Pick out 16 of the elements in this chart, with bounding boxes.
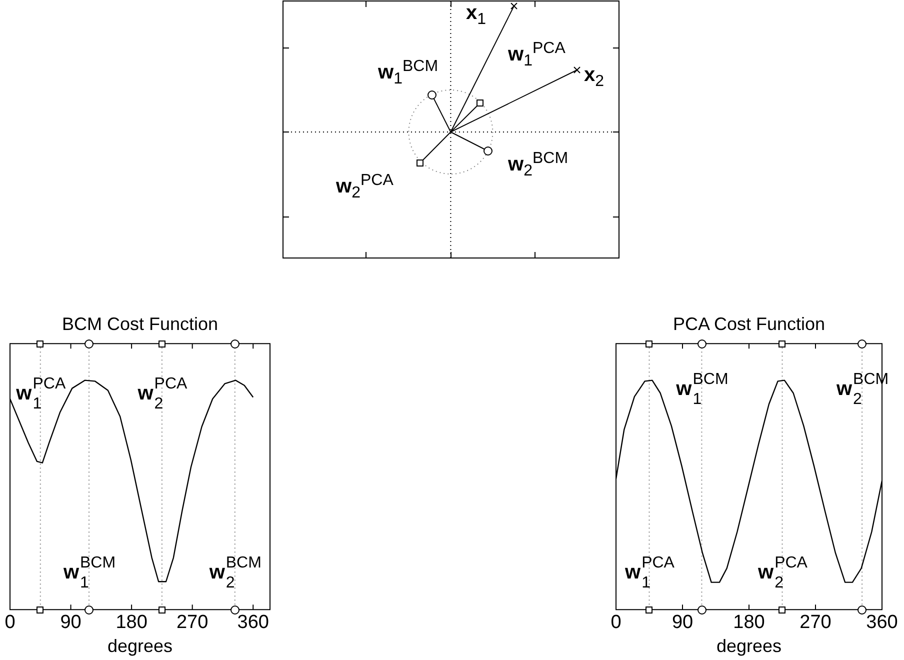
x-tick-label: 90 <box>60 612 82 634</box>
x-tick-label: 270 <box>800 612 832 634</box>
x-tick-label: 270 <box>176 612 208 634</box>
x-axis-title: degrees <box>107 636 173 656</box>
x-tick-label: 180 <box>733 612 765 634</box>
chart-title: BCM Cost Function <box>62 314 218 334</box>
x-tick-label: 360 <box>866 612 898 634</box>
x-tick-label: 0 <box>610 612 622 634</box>
x-axis-title: degrees <box>716 636 782 656</box>
chart-title: PCA Cost Function <box>672 314 826 334</box>
x-tick-label: 0 <box>4 612 16 634</box>
x-tick-label: 360 <box>237 612 269 634</box>
text: x$_{1}$ <box>466 2 486 29</box>
text: x$_{2}$ <box>584 64 604 91</box>
x-tick-label: 180 <box>116 612 148 634</box>
x-tick-label: 90 <box>672 612 694 634</box>
